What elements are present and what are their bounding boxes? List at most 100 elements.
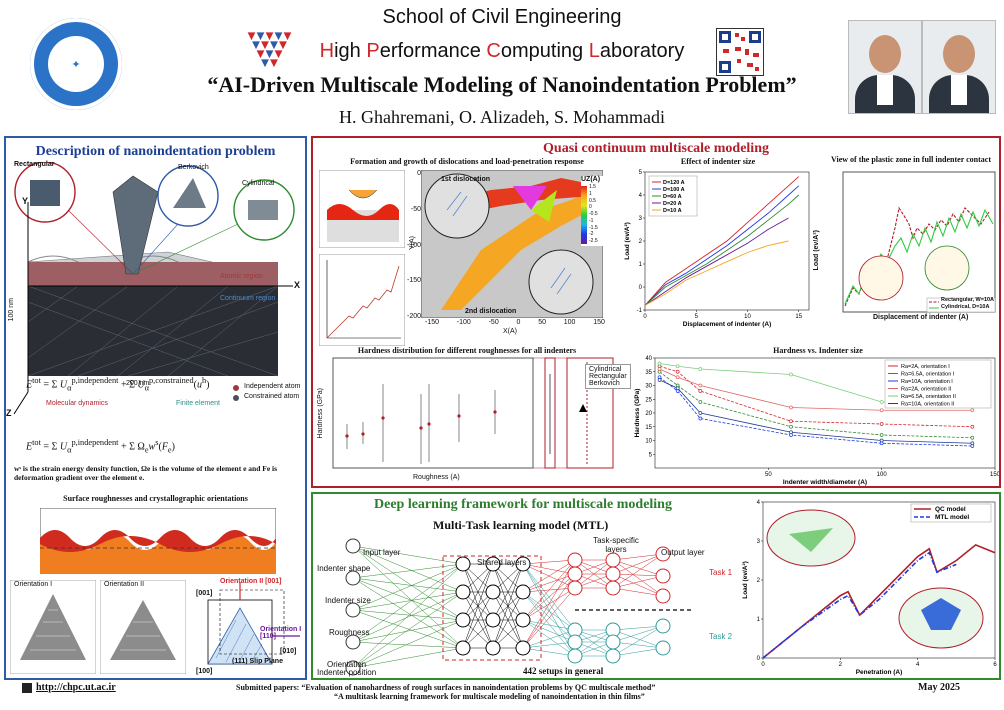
quasi-continuum-panel: Quasi continuum multiscale modeling Form… [311,136,1001,488]
network-node [655,546,671,562]
network-node [605,648,621,664]
legend-label: Ra=6.5A, orientation I [901,372,955,378]
legend-label: D=10 A [663,208,682,214]
second-dislocation-label: 2nd dislocation [465,308,517,315]
orientation-1-label: Orientation I [14,581,53,588]
website-url[interactable]: http://chpc.ut.ac.ir [36,682,116,693]
input-indenter-position: Indenter position [317,668,377,677]
cylindrical-label: Cylindrical [242,180,275,187]
footer-link[interactable]: http://chpc.ut.ac.ir [22,682,116,693]
network-edge [352,591,464,669]
series-line-2 [659,371,973,439]
y-axis-title: Load (ev/A²) [742,561,749,599]
data-point [698,411,703,415]
energy-equation-2: Etot = Σ Uαp,independent + Σ Ωews(Fe) [26,438,175,455]
colorbar-tick: 0 [589,204,592,211]
university-logo: ✦ [30,18,122,110]
displacement-field-plot [421,170,603,318]
roughness-title: Surface roughnesses and crystallographic… [63,494,248,503]
hardness-dist-xlabel: Roughness (A) [413,474,460,481]
data-point [879,438,884,443]
author-photo-2 [922,20,996,114]
series-line-4 [644,217,789,306]
network-node [455,556,471,572]
xtick: 100 [563,319,576,326]
mtl-network-diagram [345,538,693,676]
series-line-2 [644,185,800,306]
legend: D=120 AD=100 AD=60 AD=20 AD=10 A [648,175,698,217]
height-label: 100 nm [8,298,15,322]
network-edge [612,629,664,649]
network-edge [522,619,576,643]
x-tick-label: 150 [990,472,999,478]
series-line-1 [659,365,973,428]
network-edge [492,563,524,649]
constrained-atom-label: Constrained atom [244,393,300,400]
network-edge [462,591,494,649]
network-node [345,660,361,676]
series-line-1 [762,543,996,659]
network-node [515,556,531,572]
lab-name-part: aboratory [599,40,685,62]
network-edge [612,647,664,657]
inset-colormap [789,528,833,552]
orientation-1-miller: Orientation I [110] [260,626,302,640]
network-edge [522,629,576,649]
y-tick-label: 1 [757,617,761,623]
berkovich-label: Berkovich [178,164,209,171]
task2-label: Task 2 [709,632,733,641]
xtick: -50 [488,319,499,326]
mtl-title: Multi-Task learning model (MTL) [433,518,609,532]
network-edge [612,625,664,631]
network-edge [522,559,576,565]
roughness-image [40,508,276,574]
legend-label: Ra=10A, orientation I [901,379,953,385]
miller-index-cube [207,582,300,665]
ytick: -50 [410,205,421,213]
data-point [789,424,793,429]
data-point [879,433,884,437]
network-node [605,566,621,582]
data-point [879,408,884,413]
data-point [698,389,703,393]
qc-sub1-yticks: 0 -50 -100 -150 -200 [407,170,421,320]
network-edge [612,573,664,597]
hardness-dist-ylabel: Hardness (GPa) [317,388,324,439]
nanoindentation-description-panel: Description of nanoindentation problem [4,136,307,680]
data-point [675,375,680,380]
network-node [567,648,583,664]
network-edge [352,563,464,643]
university-logo-inner: ✦ [48,36,104,92]
legend-box [884,359,992,409]
hpc-lab-logo [247,32,293,69]
left-panel-title: Description of nanoindentation problem [35,144,276,159]
colorbar-tick: -0.5 [589,211,598,217]
network-node [455,584,471,600]
output-layer-label: Output layer [661,548,705,557]
network-node [345,634,361,650]
network-node [515,584,531,600]
input-orientation: Orientation [327,660,367,669]
data-point [879,400,884,404]
authors: H. Ghahremani, O. Alizadeh, S. Mohammadi [339,107,665,127]
network-edge [352,591,464,611]
network-edge [612,553,664,589]
data-point [675,386,680,391]
data-point [698,416,703,421]
series-line-6 [659,379,973,444]
plastic-xlabel: Displacement of indenter (A) [873,314,969,321]
y-tick-label: 4 [639,193,643,199]
qc-sub1-xticks: -150 -100 -50 0 50 100 150 [425,319,605,326]
z-axis-label: Z [6,408,12,418]
data-point [698,367,703,371]
lab-name-capital: L [588,40,600,62]
input-indenter-shape: Indenter shape [317,564,371,573]
network-edge [522,559,576,593]
network-edge [352,563,464,579]
network-edge [522,591,576,631]
data-point [657,361,662,366]
y-tick-label: 20 [645,411,652,417]
fe-label: Finite element [176,400,220,407]
legend-label: Ra=6.5A, orientation II [901,394,956,400]
